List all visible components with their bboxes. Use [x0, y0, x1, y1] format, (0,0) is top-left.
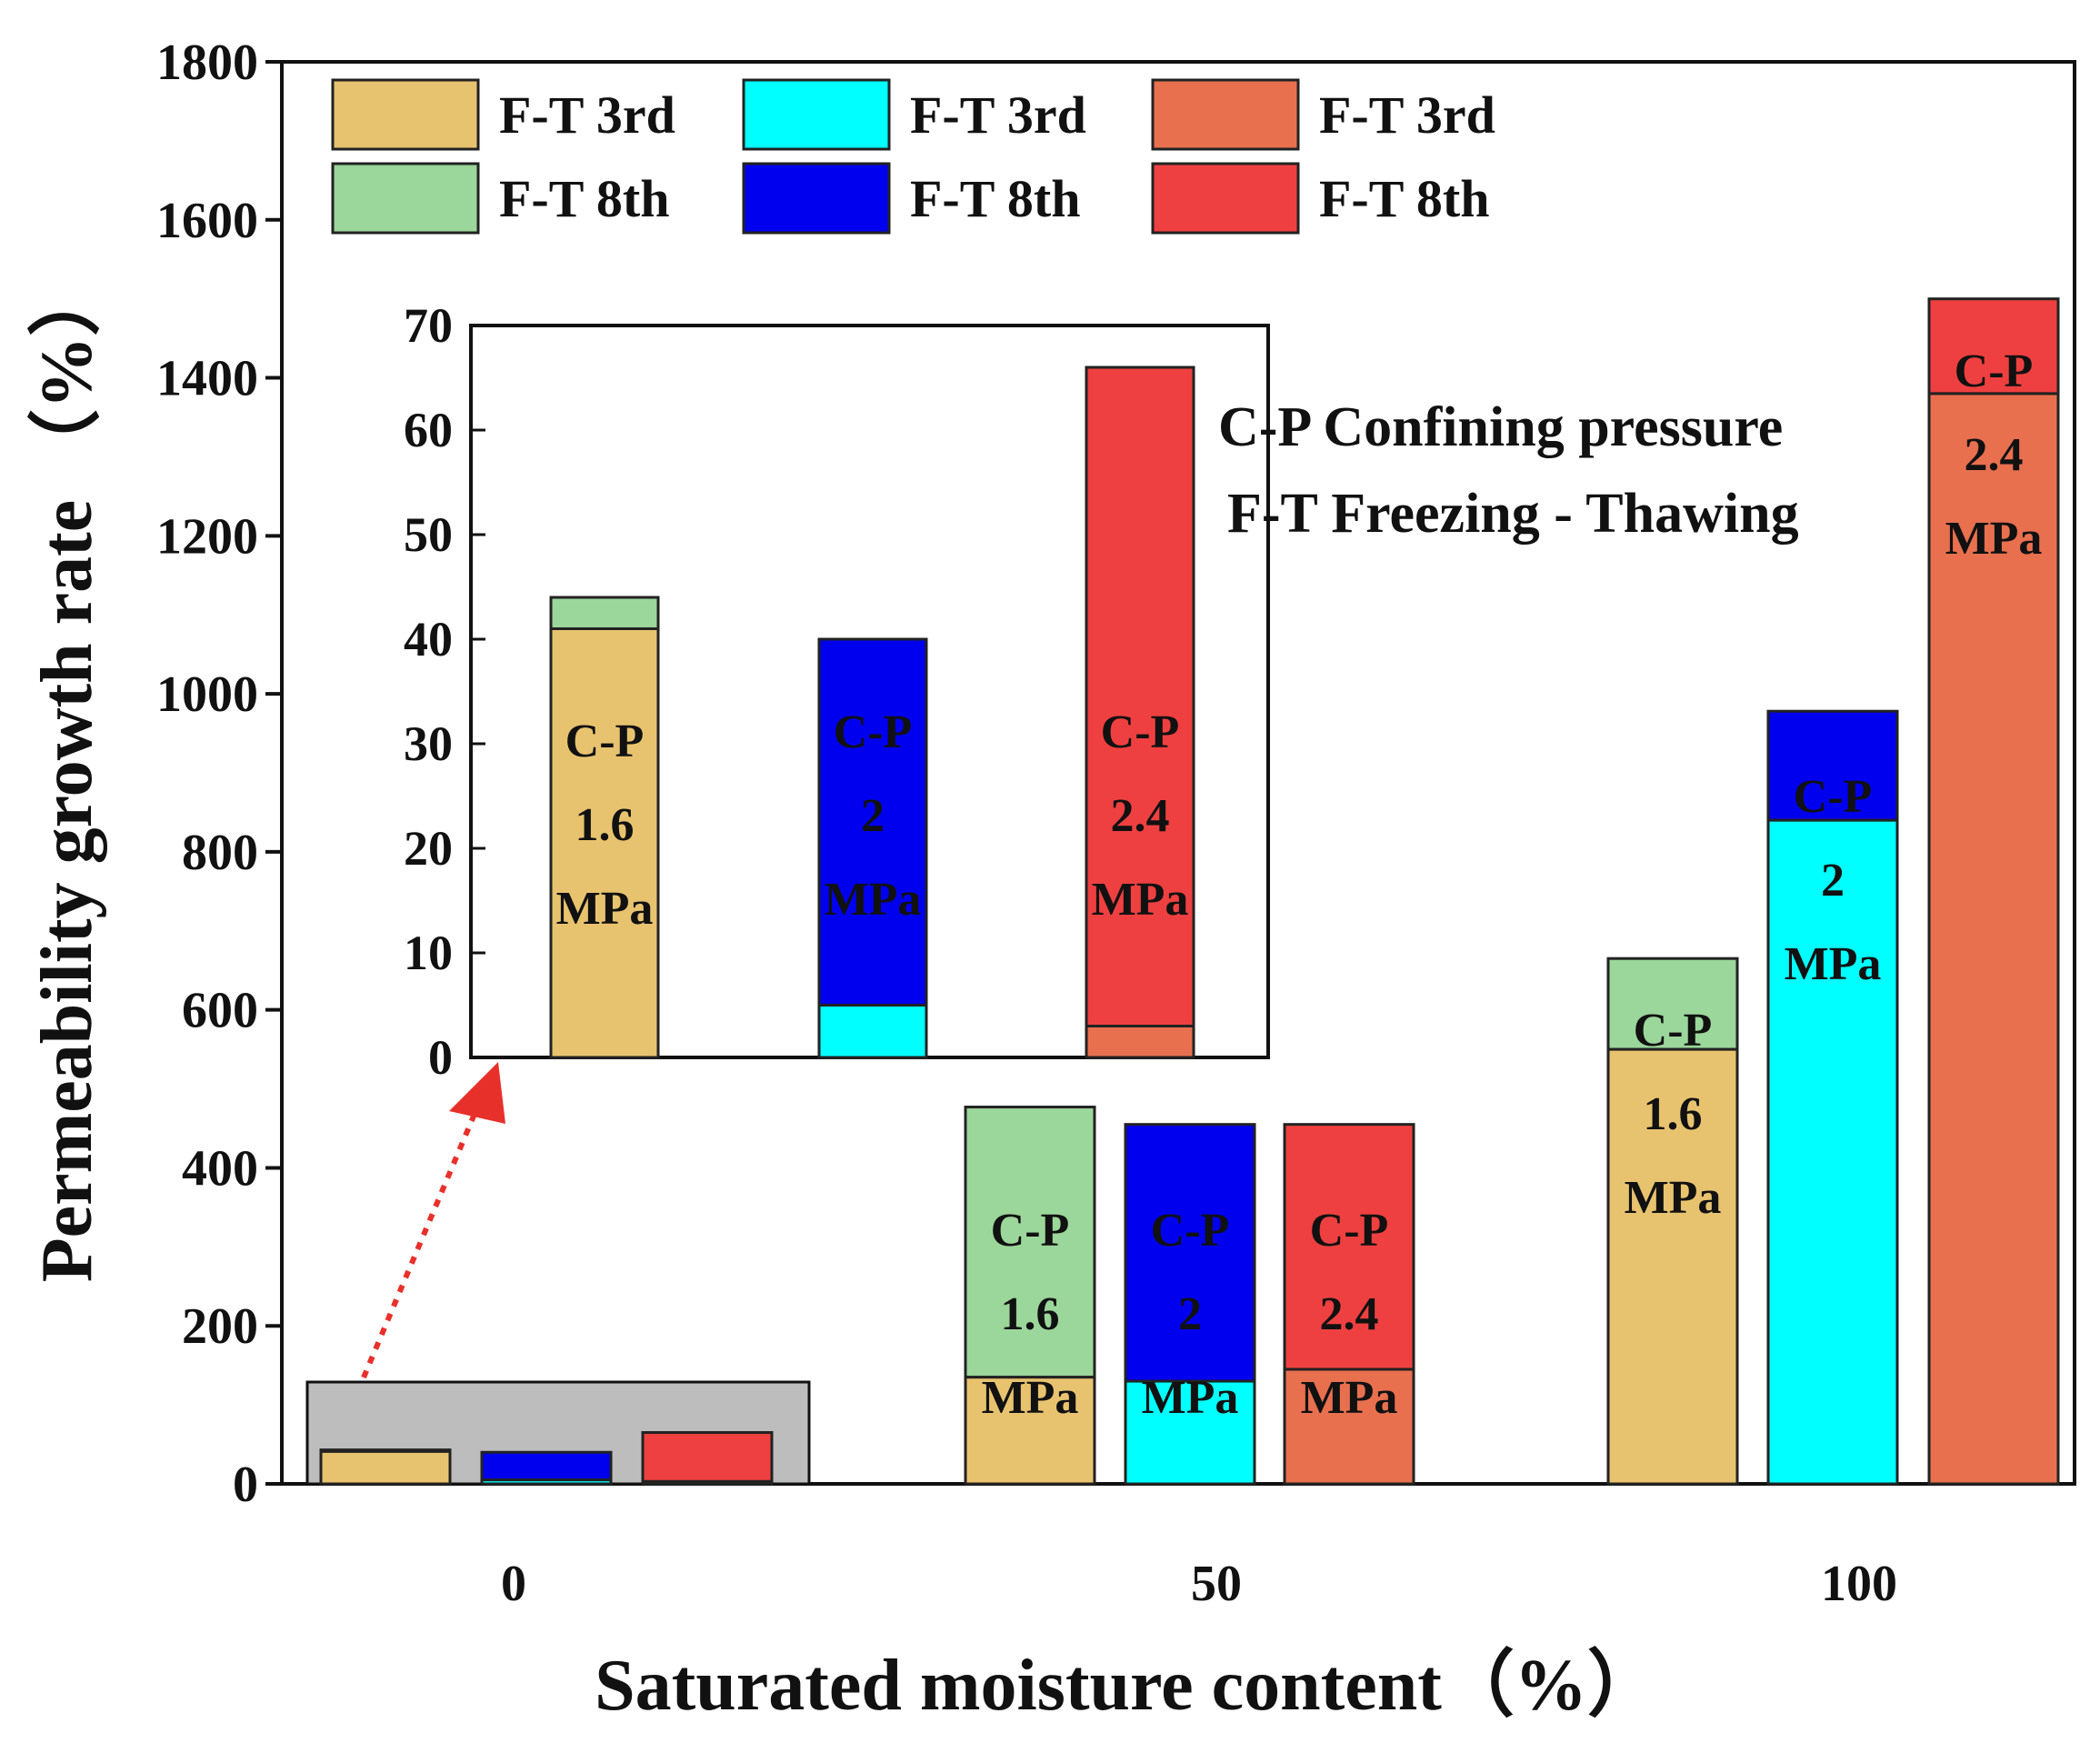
bar-3rd-1.6-MPa-cat-100 — [1606, 1047, 1739, 1486]
bar-group-label: C-P — [991, 1205, 1070, 1257]
main-bars: C-P 1.6 MPa C-P 1.6 MPa C-P 2 MPa C-P 2 MPa C-P 2.4 MP… — [319, 297, 2060, 1486]
arrow-shaft — [361, 1106, 480, 1379]
y-tick-label: 1000 — [156, 666, 258, 723]
note-confining-pressure: C-P Confining pressure — [1218, 396, 1783, 458]
bar-8th-2-MPa-cat-50 — [1124, 1123, 1256, 1383]
bar-3rd-1.6-MPa-cat-50 — [964, 1376, 1096, 1486]
inset-bar-3rd-2-MPa — [817, 1004, 928, 1059]
inset-bar-8th-2.4-MPa — [1085, 366, 1195, 1027]
bar-3rd-2.4-MPa-cat-100 — [1927, 392, 2060, 1486]
inset-y-tick-label: 0 — [428, 1030, 453, 1085]
bar-3rd-2-MPa-cat-50 — [1124, 1379, 1256, 1486]
note-freezing-thawing: F-T Freezing - Thawing — [1227, 483, 1799, 545]
x-tick-label: 100 — [1821, 1556, 1897, 1612]
inset-plot: 0 10 20 30 40 50 60 70 C-P 1.6 MPa C-P 2 MPa C-P 2.4 MPa — [404, 298, 1270, 1085]
legend-label: F-T 8th — [1319, 169, 1489, 228]
inset-y-tick-label: 40 — [404, 612, 453, 666]
bar-group-label: MPa — [1301, 1372, 1398, 1424]
bar-group-label: MPa — [1625, 1172, 1722, 1224]
inset-bar-label: 2.4 — [1111, 790, 1170, 842]
inset-y-tick-label: 20 — [404, 821, 453, 876]
inset-y-tick-label: 10 — [404, 926, 453, 980]
legend-label: F-T 8th — [499, 169, 669, 228]
inset-bar-label: C-P — [1101, 706, 1180, 758]
bar-8th-2-MPa-cat-0 — [480, 1450, 613, 1482]
bar-group-label: MPa — [982, 1372, 1079, 1424]
bar-8th-2.4-MPa-cat-50 — [1283, 1123, 1415, 1371]
inset-bar-label: 1.6 — [575, 799, 635, 851]
inset-bar-8th-2-MPa — [817, 637, 928, 1007]
y-tick-label: 1200 — [156, 508, 258, 565]
bar-group-label: C-P — [1151, 1205, 1230, 1257]
legend-swatch — [742, 78, 891, 151]
inset-y-tick-label: 60 — [404, 403, 453, 457]
inset-bar-label: MPa — [825, 874, 922, 926]
y-tick-label: 200 — [182, 1298, 258, 1355]
bar-3rd-2-MPa-cat-100 — [1766, 818, 1899, 1486]
bar-group-label: C-P — [1955, 346, 2034, 397]
x-axis-title: Saturated moisture content（%） — [595, 1646, 1660, 1726]
inset-bar-label: C-P — [565, 716, 645, 767]
inset-bar-label: C-P — [834, 706, 913, 758]
bar-8th-2.4-MPa-cat-0 — [641, 1431, 774, 1483]
legend-swatch — [1151, 162, 1300, 235]
abbreviation-notes: C-P Confining pressure F-T Freezing - Tha… — [1218, 396, 1799, 545]
legend-swatch — [742, 162, 891, 235]
bar-3rd-1.6-MPa-cat-0 — [319, 1449, 452, 1486]
inset-bar-3rd-1.6-MPa — [549, 627, 660, 1059]
y-axis-title: Permeability growth rate （%） — [27, 264, 107, 1282]
inset-bar-label: MPa — [556, 883, 654, 935]
y-tick-label: 800 — [182, 825, 258, 881]
x-tick-label: 50 — [1191, 1556, 1242, 1612]
bar-3rd-2.4-MPa-cat-0 — [641, 1479, 774, 1486]
bar-group-label: 2.4 — [1965, 429, 2024, 481]
x-tick-label: 0 — [501, 1556, 526, 1612]
bar-group-label: 2 — [1821, 855, 1845, 907]
legend-label: F-T 3rd — [1319, 85, 1495, 145]
inset-bar-8th-1.6-MPa — [549, 596, 660, 630]
bar-group-label: MPa — [1142, 1372, 1239, 1424]
bar-group-label: MPa — [1785, 938, 1882, 990]
inset-y-tick-label: 30 — [404, 716, 453, 771]
bar-group-label: 1.6 — [1644, 1088, 1703, 1140]
inset-y-tick-label: 70 — [404, 298, 453, 353]
inset-y-tick-label: 50 — [404, 507, 453, 562]
y-tick-label: 400 — [182, 1140, 258, 1197]
bar-8th-2.4-MPa-cat-100 — [1927, 297, 2060, 396]
legend-label: F-T 8th — [910, 169, 1080, 228]
legend-label: F-T 3rd — [910, 85, 1086, 145]
y-tick-label: 1600 — [156, 193, 258, 249]
bar-3rd-2.4-MPa-cat-50 — [1283, 1367, 1415, 1486]
bar-group-label: C-P — [1794, 771, 1873, 823]
zoom-arrow — [361, 1062, 505, 1379]
y-tick-label: 1400 — [156, 351, 258, 407]
legend-swatch — [1151, 78, 1300, 151]
bar-8th-1.6-MPa-cat-50 — [964, 1106, 1096, 1379]
inset-bar-label: 2 — [861, 790, 885, 842]
y-tick-label: 0 — [233, 1457, 258, 1513]
bar-group-label: C-P — [1310, 1205, 1389, 1257]
bar-3rd-2-MPa-cat-0 — [480, 1478, 613, 1486]
legend-swatch — [331, 162, 480, 235]
bar-group-label: MPa — [1945, 513, 2043, 565]
inset-bar-3rd-2.4-MPa — [1085, 1025, 1195, 1059]
bar-group-label: 2.4 — [1320, 1288, 1379, 1340]
inset-bar-label: MPa — [1092, 874, 1189, 926]
legend: F-T 3rd F-T 3rd F-T 3rd F-T 8th F-T 8th F-T 8… — [331, 78, 1495, 235]
y-tick-label: 1800 — [156, 35, 258, 91]
bar-8th-1.6-MPa-cat-100 — [1606, 957, 1739, 1051]
bar-group-label: 2 — [1178, 1288, 1202, 1340]
legend-swatch — [331, 78, 480, 151]
arrow-head — [449, 1062, 505, 1124]
legend-label: F-T 3rd — [499, 85, 675, 145]
bar-group-label: C-P — [1634, 1005, 1713, 1057]
bar-group-label: 1.6 — [1001, 1288, 1060, 1340]
y-tick-label: 600 — [182, 983, 258, 1039]
bar-8th-2-MPa-cat-100 — [1766, 709, 1899, 822]
